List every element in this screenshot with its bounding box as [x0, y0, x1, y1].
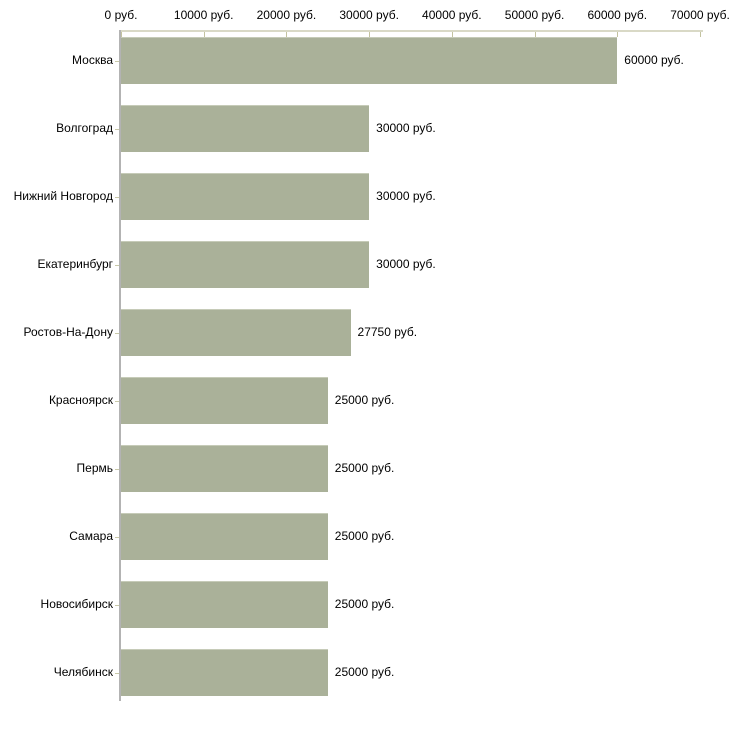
x-tick-label: 20000 руб. [256, 8, 317, 22]
category-tick-mark [115, 128, 119, 130]
bar [121, 173, 370, 220]
bar-value-label: 25000 руб. [334, 461, 395, 475]
x-tick-mark [451, 32, 453, 37]
bar-value-label: 30000 руб. [376, 257, 436, 271]
x-tick-mark [617, 32, 619, 37]
x-tick-label: 70000 руб. [670, 8, 730, 22]
category-label: Пермь [76, 461, 113, 475]
bar-value-label: 25000 руб. [334, 597, 395, 611]
x-tick-label: 30000 руб. [339, 8, 399, 22]
category-label: Ростов-На-Дону [23, 325, 113, 339]
x-tick-mark [700, 32, 701, 37]
x-tick-label: 40000 руб. [422, 8, 482, 22]
category-tick-mark [115, 604, 119, 606]
category-tick-mark [115, 196, 119, 198]
bar [121, 241, 370, 288]
bar-value-label: 25000 руб. [334, 529, 395, 543]
category-tick-mark [115, 60, 119, 62]
bar [121, 309, 351, 356]
x-tick-label: 0 руб. [104, 8, 138, 22]
bar-value-label: 25000 руб. [334, 665, 395, 679]
bar [121, 377, 328, 424]
category-label: Москва [72, 53, 113, 67]
bar [121, 105, 370, 152]
bar-value-label: 60000 руб. [624, 53, 684, 67]
x-tick-mark [369, 32, 371, 37]
category-label: Нижний Новгород [13, 189, 113, 203]
x-tick-mark [203, 32, 205, 37]
bar-value-label: 25000 руб. [334, 393, 395, 407]
category-label: Челябинск [53, 665, 113, 679]
x-tick-label: 60000 руб. [587, 8, 648, 22]
x-tick-mark [121, 32, 122, 37]
x-tick-mark [534, 32, 536, 37]
y-axis-line [119, 30, 121, 701]
category-label: Самара [69, 529, 113, 543]
category-tick-mark [115, 400, 119, 402]
category-tick-mark [115, 536, 119, 538]
bar [121, 581, 328, 628]
x-tick-label: 10000 руб. [173, 8, 234, 22]
category-label: Новосибирск [40, 597, 113, 611]
x-axis-line [119, 30, 703, 32]
category-tick-mark [115, 332, 119, 334]
category-label: Волгоград [56, 121, 113, 135]
bar [121, 37, 618, 84]
bar [121, 649, 328, 696]
category-label: Екатеринбург [37, 257, 114, 271]
bar-value-label: 27750 руб. [357, 325, 418, 339]
category-tick-mark [115, 672, 119, 674]
bar-value-label: 30000 руб. [376, 189, 436, 203]
bar-value-label: 30000 руб. [376, 121, 436, 135]
category-tick-mark [115, 264, 119, 266]
x-tick-mark [286, 32, 288, 37]
category-label: Красноярск [48, 393, 113, 407]
x-tick-label: 50000 руб. [504, 8, 565, 22]
bar [121, 445, 328, 492]
category-tick-mark [115, 468, 119, 470]
bar [121, 513, 328, 560]
